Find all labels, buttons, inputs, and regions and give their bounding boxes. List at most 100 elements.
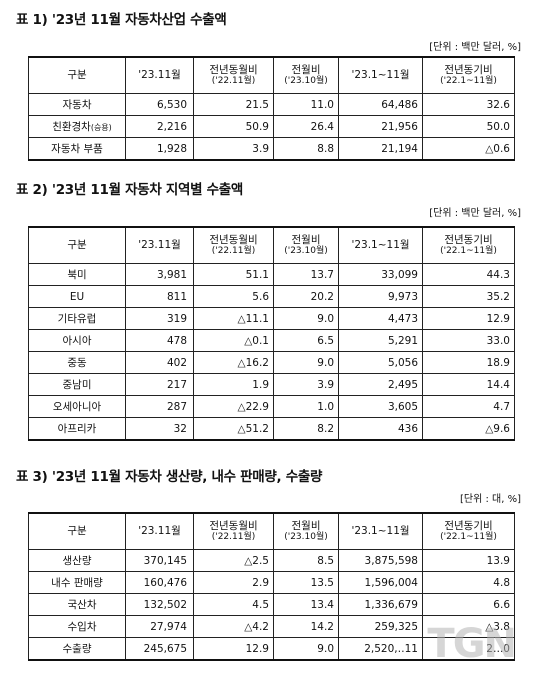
table-cell: 32 xyxy=(125,417,194,441)
table2-unit: [단위 : 백만 달러, %] xyxy=(429,208,521,219)
table-cell: 217 xyxy=(125,373,194,396)
row-label: 국산차 xyxy=(28,593,126,616)
table-cell: 6.5 xyxy=(273,329,339,352)
table-cell: 5.6 xyxy=(193,285,274,308)
table-cell: 1,596,004 xyxy=(338,571,423,594)
table-row: 수입차 27,974 △4.2 14.2 259,325 △3.8 xyxy=(28,615,515,638)
table-cell: '23.1~11월 xyxy=(338,226,423,264)
table-cell: 12.9 xyxy=(193,637,274,661)
row-label: 수입차 xyxy=(28,615,126,638)
table-cell: 4.8 xyxy=(422,571,515,594)
table-row: 아시아 478 △0.1 6.5 5,291 33.0 xyxy=(28,329,515,352)
header-mom: 전월비 ('23.10월) xyxy=(273,56,339,94)
row-label: 아시아 xyxy=(28,329,126,352)
table-header-row: 구분 '23.11월 전년동월비 ('22.11월) 전월비 ('23.10월) '… xyxy=(28,512,515,550)
table-cell: △2.5 xyxy=(193,549,274,572)
table-cell: 8.8 xyxy=(273,137,339,161)
table-cell: 478 xyxy=(125,329,194,352)
table-cell: 8.2 xyxy=(273,417,339,441)
table-cell: △51.2 xyxy=(193,417,274,441)
header-ytd-yoy: 전년동기비 ('22.1~11월) xyxy=(422,56,515,94)
table-row: 오세아니아 287 △22.9 1.0 3,605 4.7 xyxy=(28,395,515,418)
table2: 구분 '23.11월 전년동월비 ('22.11월) 전월비 ('23.10월) '… xyxy=(28,226,515,441)
table-cell: 4.5 xyxy=(193,593,274,616)
table-row: 자동차 부품 1,928 3.9 8.8 21,194 △0.6 xyxy=(28,137,515,161)
table-cell: 287 xyxy=(125,395,194,418)
table-cell: 13.7 xyxy=(273,263,339,286)
table-cell: △11.1 xyxy=(193,307,274,330)
table-cell: 32.6 xyxy=(422,93,515,116)
table-cell: 811 xyxy=(125,285,194,308)
watermark-logo: TGN xyxy=(427,621,517,667)
table1: 구분 '23.11월 전년동월비 ('22.11월) 전월비 ('23.10월) '… xyxy=(28,56,515,161)
table-cell: 5,291 xyxy=(338,329,423,352)
table-cell: 전년동월비 ('22.11월) xyxy=(193,512,274,550)
table-cell: 11.0 xyxy=(273,93,339,116)
table-row: 중동 402 △16.2 9.0 5,056 18.9 xyxy=(28,351,515,374)
table-cell: 3,875,598 xyxy=(338,549,423,572)
table-cell: 35.2 xyxy=(422,285,515,308)
table-cell: 50.0 xyxy=(422,115,515,138)
table-cell: 3,605 xyxy=(338,395,423,418)
row-label: 중남미 xyxy=(28,373,126,396)
table-cell: 전년동기비 ('22.1~11월) xyxy=(422,512,515,550)
table-header-row: 구분 '23.11월 전년동월비 ('22.11월) 전월비 ('23.10월) '… xyxy=(28,56,515,94)
table-cell: 9.0 xyxy=(273,637,339,661)
table-row: 국산차 132,502 4.5 13.4 1,336,679 6.6 xyxy=(28,593,515,616)
table-row: 친환경차(승용) 2,216 50.9 26.4 21,956 50.0 xyxy=(28,115,515,138)
table-cell: 3,981 xyxy=(125,263,194,286)
table3-title: 표 3) '23년 11월 자동차 생산량, 내수 판매량, 수출량 xyxy=(16,469,323,485)
table-row: 내수 판매량 160,476 2.9 13.5 1,596,004 4.8 xyxy=(28,571,515,594)
row-label: 아프리카 xyxy=(28,417,126,441)
table-cell: '23.1~11월 xyxy=(338,512,423,550)
table3: 구분 '23.11월 전년동월비 ('22.11월) 전월비 ('23.10월) '… xyxy=(28,512,515,661)
table-cell: 20.2 xyxy=(273,285,339,308)
table-cell: 21,956 xyxy=(338,115,423,138)
table-cell: 33,099 xyxy=(338,263,423,286)
table-cell: 245,675 xyxy=(125,637,194,661)
table-cell: △0.6 xyxy=(422,137,515,161)
table-cell: 전년동월비 ('22.11월) xyxy=(193,226,274,264)
table-cell: 3.9 xyxy=(273,373,339,396)
row-label: 내수 판매량 xyxy=(28,571,126,594)
header-month: '23.11월 xyxy=(125,56,194,94)
table-cell: △9.6 xyxy=(422,417,515,441)
table-cell: 9.0 xyxy=(273,307,339,330)
table-cell: 26.4 xyxy=(273,115,339,138)
table-cell: 160,476 xyxy=(125,571,194,594)
table-cell: 4.7 xyxy=(422,395,515,418)
row-label: 수출량 xyxy=(28,637,126,661)
table-cell: 1.0 xyxy=(273,395,339,418)
table-cell: 21,194 xyxy=(338,137,423,161)
table-cell: 5,056 xyxy=(338,351,423,374)
table-row: 중남미 217 1.9 3.9 2,495 14.4 xyxy=(28,373,515,396)
table3-unit: [단위 : 대, %] xyxy=(460,494,521,505)
row-label: 자동차 부품 xyxy=(28,137,126,161)
row-label: 기타유럽 xyxy=(28,307,126,330)
table-row: EU 811 5.6 20.2 9,973 35.2 xyxy=(28,285,515,308)
table-cell: 2,216 xyxy=(125,115,194,138)
table-cell: 9.0 xyxy=(273,351,339,374)
table-cell: 51.1 xyxy=(193,263,274,286)
table-cell: 13.9 xyxy=(422,549,515,572)
table-cell: 319 xyxy=(125,307,194,330)
table-cell: 구분 xyxy=(28,512,126,550)
table-cell: 21.5 xyxy=(193,93,274,116)
header-yoy: 전년동월비 ('22.11월) xyxy=(193,56,274,94)
table-cell: 3.9 xyxy=(193,137,274,161)
table-cell: 1.9 xyxy=(193,373,274,396)
table-cell: 8.5 xyxy=(273,549,339,572)
table-cell: 402 xyxy=(125,351,194,374)
row-label: 생산량 xyxy=(28,549,126,572)
table-cell: 2,495 xyxy=(338,373,423,396)
table-cell: 132,502 xyxy=(125,593,194,616)
table-cell: 2.9 xyxy=(193,571,274,594)
table-cell: 전년동기비 ('22.1~11월) xyxy=(422,226,515,264)
table1-title: 표 1) '23년 11월 자동차산업 수출액 xyxy=(16,12,227,28)
table-cell: '23.11월 xyxy=(125,226,194,264)
table-cell: 14.2 xyxy=(273,615,339,638)
table-cell: 1,928 xyxy=(125,137,194,161)
table-cell: 구분 xyxy=(28,226,126,264)
table-cell: 1,336,679 xyxy=(338,593,423,616)
table-cell: 13.4 xyxy=(273,593,339,616)
